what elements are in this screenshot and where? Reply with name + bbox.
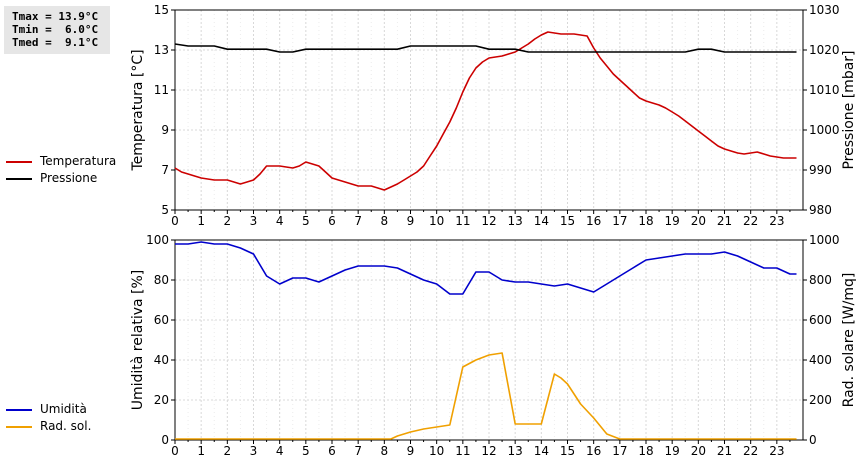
legend-label-rad-sol: Rad. sol. [40, 419, 92, 433]
chart1-y-right-axis-title: Pressione [mbar] [841, 50, 857, 169]
chart2-x-tick-label: 21 [717, 444, 732, 458]
chart2-x-tick-label: 9 [407, 444, 415, 458]
chart1-y-tick-label: 9 [161, 123, 169, 137]
chart2-y-tick-label: 0 [161, 433, 169, 447]
chart1-x-tick-label: 21 [717, 214, 732, 228]
chart1-x-tick-label: 15 [560, 214, 575, 228]
chart2-x-tick-label: 23 [769, 444, 784, 458]
legend-label-pressione: Pressione [40, 171, 98, 185]
chart2-x-tick-label: 16 [586, 444, 601, 458]
chart1-x-tick-label: 0 [171, 214, 179, 228]
chart1-x-tick-label: 18 [638, 214, 653, 228]
chart1-y-tick-label: 7 [161, 163, 169, 177]
chart2-y-tick-label: 60 [154, 313, 169, 327]
chart1-x-tick-label: 20 [691, 214, 706, 228]
legend-label-temperatura: Temperatura [40, 154, 117, 168]
legend-swatch-pressione [6, 178, 32, 180]
legend-swatch-umidita [6, 409, 32, 411]
chart1-y-right-tick-label: 1000 [809, 123, 840, 137]
chart2-x-tick-label: 5 [302, 444, 310, 458]
chart1-x-tick-label: 3 [250, 214, 258, 228]
chart1-y-right-tick-label: 980 [809, 203, 832, 217]
chart1-x-tick-label: 14 [534, 214, 549, 228]
chart2-y-tick-label: 20 [154, 393, 169, 407]
chart2-x-tick-label: 11 [455, 444, 470, 458]
chart1-series-pressione-line [174, 43, 797, 53]
chart1-x-tick-label: 10 [429, 214, 444, 228]
chart1-y-axis-title: Temperatura [°C] [130, 49, 146, 171]
chart1-y-right-tick-label: 1010 [809, 83, 840, 97]
stat-tmed: Tmed = 9.1°C [12, 36, 99, 49]
stat-tmax: Tmax = 13.9°C [12, 10, 99, 23]
legend-label-umidita: Umidità [40, 402, 87, 416]
chart2-y-tick-label: 80 [154, 273, 169, 287]
chart2-x-tick-label: 1 [197, 444, 205, 458]
chart1-x-tick-label: 19 [665, 214, 680, 228]
chart2-x-tick-label: 14 [534, 444, 549, 458]
chart1-x-tick-label: 13 [508, 214, 523, 228]
stats-box: Tmax = 13.9°C Tmin = 6.0°C Tmed = 9.1°C [4, 6, 110, 54]
chart2-x-tick-label: 3 [250, 444, 258, 458]
chart2-x-tick-label: 2 [224, 444, 232, 458]
chart2-x-tick-label: 4 [276, 444, 284, 458]
chart1-x-tick-label: 4 [276, 214, 284, 228]
chart1-y-tick-label: 15 [154, 3, 169, 17]
chart2-y-tick-label: 40 [154, 353, 169, 367]
chart1-y-right-tick-label: 1020 [809, 43, 840, 57]
chart1-y-right-tick-label: 990 [809, 163, 832, 177]
chart1-y-right-tick-label: 1030 [809, 3, 840, 17]
chart2-y-axis-title: Umidità relativa [%] [130, 270, 146, 411]
chart1-x-tick-label: 23 [769, 214, 784, 228]
chart1-x-tick-label: 5 [302, 214, 310, 228]
chart2-x-tick-label: 19 [665, 444, 680, 458]
chart2-y-right-axis-title: Rad. solare [W/mq] [841, 273, 857, 408]
chart1-x-tick-label: 7 [354, 214, 362, 228]
chart2-x-tick-label: 10 [429, 444, 444, 458]
chart2-x-tick-label: 18 [638, 444, 653, 458]
chart2-y-right-tick-label: 1000 [809, 233, 840, 247]
chart2-series-rad-sol-line [175, 352, 797, 440]
stat-tmin: Tmin = 6.0°C [12, 23, 99, 36]
chart1-x-tick-label: 1 [197, 214, 205, 228]
chart2-x-tick-label: 13 [508, 444, 523, 458]
chart2-x-tick-label: 15 [560, 444, 575, 458]
chart2-x-tick-label: 8 [381, 444, 389, 458]
chart2-y-right-tick-label: 200 [809, 393, 832, 407]
chart2-y-right-tick-label: 400 [809, 353, 832, 367]
legend-swatch-temperatura [6, 161, 32, 163]
chart2-y-right-tick-label: 800 [809, 273, 832, 287]
chart1-x-tick-label: 22 [743, 214, 758, 228]
chart2-x-tick-label: 0 [171, 444, 179, 458]
chart1-x-tick-label: 8 [381, 214, 389, 228]
chart2-x-tick-label: 7 [354, 444, 362, 458]
chart1-y-tick-label: 13 [154, 43, 169, 57]
chart2-x-tick-label: 20 [691, 444, 706, 458]
chart1-y-tick-label: 11 [154, 83, 169, 97]
chart2-y-right-tick-label: 600 [809, 313, 832, 327]
chart2-x-tick-label: 22 [743, 444, 758, 458]
chart1-x-tick-label: 11 [455, 214, 470, 228]
chart1-series-temperatura-line [174, 31, 797, 191]
legend-swatch-rad-sol [6, 426, 32, 428]
chart1-x-tick-label: 12 [481, 214, 496, 228]
chart2-y-tick-label: 100 [146, 233, 169, 247]
chart2-x-tick-label: 6 [328, 444, 336, 458]
chart1-x-tick-label: 16 [586, 214, 601, 228]
chart2-series-umidit-line [175, 241, 797, 295]
chart1-x-tick-label: 6 [328, 214, 336, 228]
chart1-x-tick-label: 2 [224, 214, 232, 228]
chart2-x-tick-label: 12 [481, 444, 496, 458]
chart2-x-tick-label: 17 [612, 444, 627, 458]
chart2-y-right-tick-label: 0 [809, 433, 817, 447]
chart1-x-tick-label: 17 [612, 214, 627, 228]
chart1-x-tick-label: 9 [407, 214, 415, 228]
chart1-y-tick-label: 5 [161, 203, 169, 217]
